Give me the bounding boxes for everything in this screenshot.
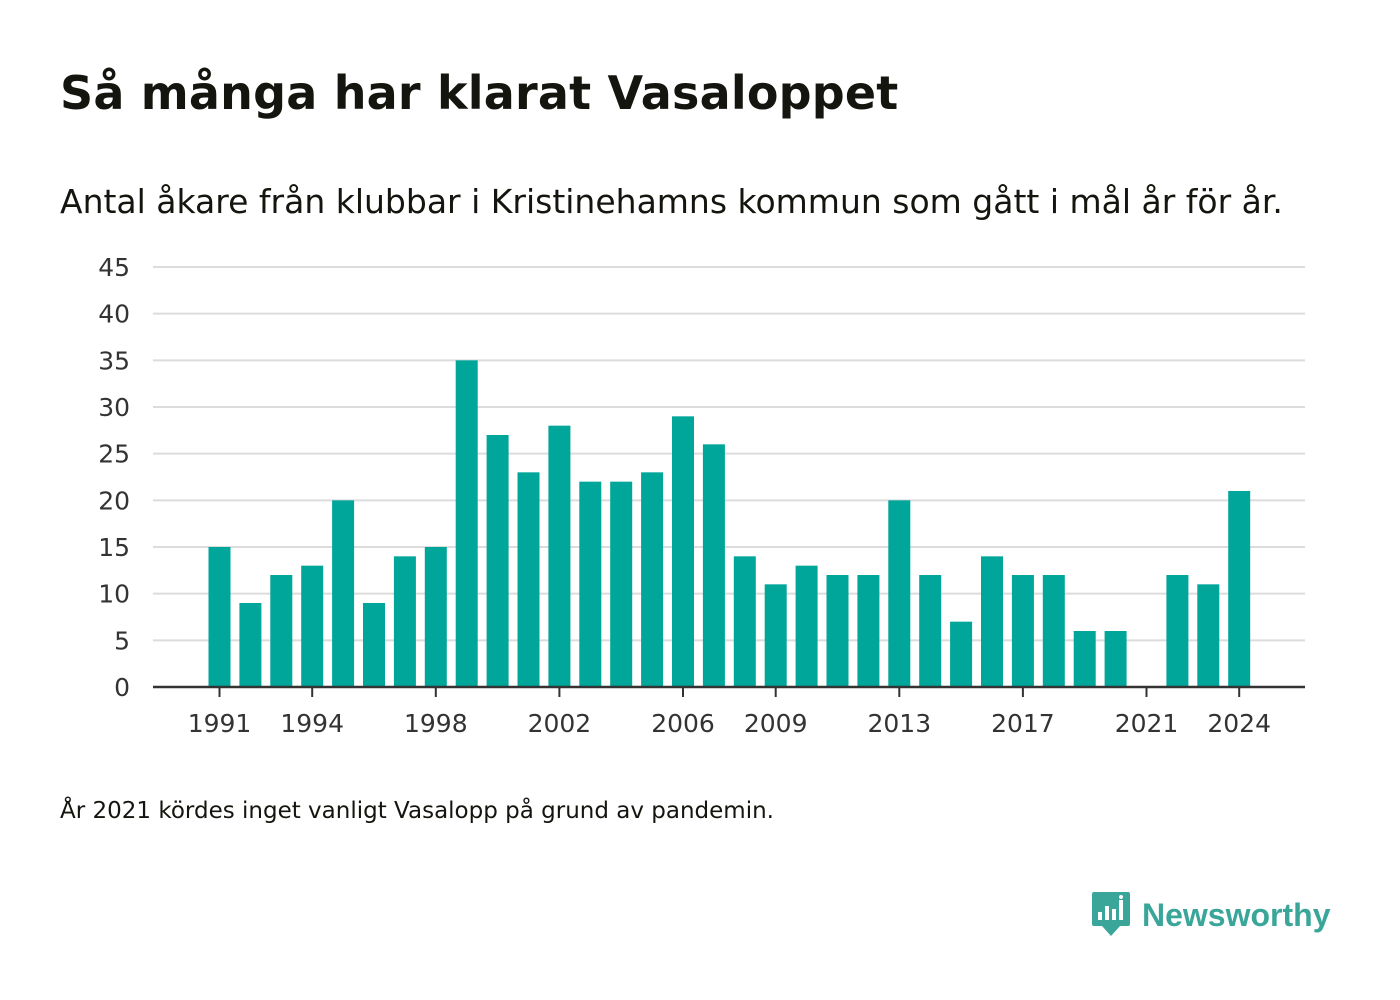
bar-2019 (1073, 631, 1096, 687)
y-tick-label: 35 (98, 346, 130, 375)
x-tick-label: 1998 (404, 709, 468, 738)
x-tick-label: 2017 (991, 709, 1055, 738)
bar-2012 (857, 575, 880, 687)
bar-2004 (610, 481, 633, 687)
bar-2006 (672, 416, 694, 687)
y-tick-label: 45 (98, 253, 130, 282)
x-tick-label: 2006 (651, 709, 715, 738)
bar-2009 (764, 584, 787, 687)
bar-1995 (332, 500, 355, 687)
bar-1997 (393, 556, 416, 687)
bar-1992 (239, 603, 262, 687)
bar-2008 (733, 556, 756, 687)
chart-title: Så många har klarat Vasaloppet (60, 66, 899, 120)
bar-2018 (1042, 575, 1065, 687)
bar-2005 (641, 472, 664, 687)
x-tick-label: 2021 (1115, 709, 1179, 738)
bar-1998 (424, 547, 447, 687)
y-tick-label: 10 (98, 580, 130, 609)
bar-1994 (301, 565, 324, 687)
y-tick-label: 25 (98, 440, 130, 469)
y-tick-label: 15 (98, 533, 130, 562)
bar-2015 (950, 621, 973, 687)
bar-2011 (826, 575, 849, 687)
bar-1999 (455, 360, 478, 687)
bar-2003 (579, 481, 602, 687)
bar-2001 (517, 472, 540, 687)
bar-2017 (1011, 575, 1034, 687)
x-tick-label: 1994 (280, 709, 344, 738)
bar-1996 (363, 603, 385, 687)
brand-name: Newsworthy (1142, 896, 1331, 933)
x-tick-label: 2009 (744, 709, 808, 738)
y-tick-label: 5 (114, 626, 130, 655)
brand-logo: Newsworthy (1090, 890, 1330, 940)
bar-2002 (548, 425, 571, 687)
x-tick-label: 1991 (188, 709, 252, 738)
bar-2024 (1228, 491, 1251, 687)
bar-2014 (919, 575, 942, 687)
y-tick-label: 20 (98, 486, 130, 515)
x-tick-label: 2013 (867, 709, 931, 738)
bar-2007 (702, 444, 725, 687)
bar-1991 (208, 547, 231, 687)
chart-footnote: År 2021 kördes inget vanligt Vasalopp på… (60, 798, 774, 824)
x-tick-label: 2024 (1207, 709, 1271, 738)
bar-2010 (795, 565, 818, 687)
bar-2023 (1197, 584, 1220, 687)
bar-2020 (1104, 631, 1127, 687)
bar-chart: 0 5 10 15 20 25 30 35 40 45 1991 1994 1998 2002 2006 20… (98, 253, 1305, 738)
x-tick-label: 2002 (528, 709, 592, 738)
y-tick-label: 30 (98, 393, 130, 422)
bar-2013 (888, 500, 911, 687)
y-tick-label: 0 (114, 673, 130, 702)
bar-2022 (1166, 575, 1189, 687)
bar-1993 (270, 575, 293, 687)
bar-2016 (981, 556, 1003, 687)
y-tick-label: 40 (98, 300, 130, 329)
bar-2000 (486, 435, 509, 687)
chart-subtitle: Antal åkare från klubbar i Kristinehamns… (60, 182, 1283, 221)
newsworthy-logo-icon (1092, 892, 1130, 936)
